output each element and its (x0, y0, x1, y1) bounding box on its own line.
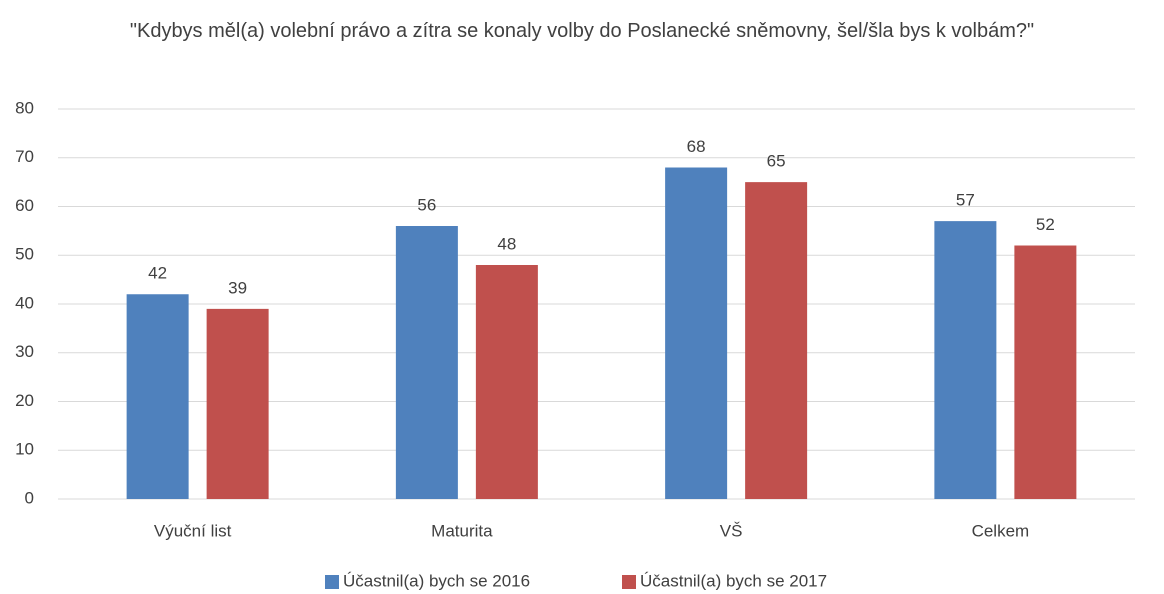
x-tick-label: Výuční list (154, 521, 232, 540)
y-tick-label: 20 (15, 391, 34, 410)
y-tick-label: 80 (15, 98, 34, 117)
data-label: 39 (228, 278, 247, 297)
y-tick-label: 70 (15, 147, 34, 166)
bar (934, 221, 997, 499)
chart-title: "Kdybys měl(a) volební právo a zítra se … (129, 20, 1035, 42)
data-label: 42 (148, 264, 167, 283)
legend-label: Účastnil(a) bych se 2016 (343, 571, 530, 590)
legend-label: Účastnil(a) bych se 2017 (640, 571, 827, 590)
x-tick-label: Maturita (431, 521, 493, 540)
y-tick-label: 40 (15, 293, 34, 312)
bar (745, 182, 808, 499)
bar (1014, 245, 1077, 499)
x-tick-label: VŠ (720, 521, 743, 540)
data-label: 65 (767, 152, 786, 171)
y-tick-label: 0 (25, 488, 34, 507)
x-tick-label: Celkem (972, 521, 1030, 540)
data-label: 57 (956, 191, 975, 210)
legend-swatch (325, 575, 339, 589)
bar (665, 167, 728, 499)
y-tick-label: 30 (15, 342, 34, 361)
bar (206, 308, 269, 499)
bar (126, 294, 189, 499)
bar (475, 265, 538, 499)
y-tick-label: 60 (15, 196, 34, 215)
legend-swatch (622, 575, 636, 589)
y-tick-label: 50 (15, 245, 34, 264)
data-label: 52 (1036, 215, 1055, 234)
y-tick-label: 10 (15, 440, 34, 459)
data-label: 68 (687, 137, 706, 156)
data-label: 48 (497, 234, 516, 253)
data-label: 56 (417, 195, 436, 214)
bar (395, 226, 458, 499)
